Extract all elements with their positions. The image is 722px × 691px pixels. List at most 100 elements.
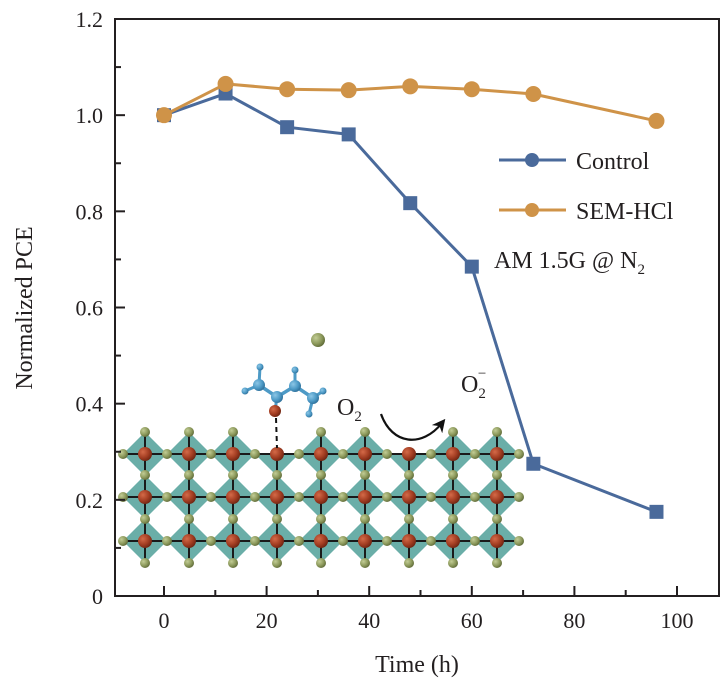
- legend-label-sem-hcl: SEM-HCl: [576, 199, 674, 225]
- y-tick-label: 0.2: [76, 488, 104, 513]
- b-site-atom: [226, 534, 240, 548]
- x-site-atom: [228, 514, 238, 524]
- x-site-atom: [228, 470, 238, 480]
- x-site-atom: [162, 492, 172, 502]
- x-site-atom: [228, 558, 238, 568]
- b-site-atom: [138, 534, 152, 548]
- y-tick-label: 0: [92, 584, 103, 609]
- legend-item-sem-hcl[interactable]: SEM-HCl: [499, 199, 674, 225]
- b-site-atom: [314, 490, 328, 504]
- x-site-atom: [382, 536, 392, 546]
- b-site-atom: [490, 447, 504, 461]
- x-site-atom: [250, 492, 260, 502]
- data-point-control: [280, 120, 295, 135]
- y-tick-label: 0.8: [76, 199, 104, 224]
- carbon-atom: [289, 380, 301, 392]
- x-site-atom: [206, 536, 216, 546]
- x-site-atom: [338, 536, 348, 546]
- hydrogen-atom: [256, 363, 264, 371]
- b-site-atom: [358, 490, 372, 504]
- b-site-atom: [490, 534, 504, 548]
- b-site-atom: [402, 447, 416, 461]
- hydrogen-atom: [291, 366, 299, 374]
- legend-label-control: Control: [576, 149, 650, 175]
- perovskite-lattice: [118, 427, 524, 568]
- x-site-atom: [272, 470, 282, 480]
- coordination-bond: [275, 417, 278, 449]
- x-site-atom: [514, 449, 524, 459]
- x-site-atom: [316, 470, 326, 480]
- b-site-atom: [182, 534, 196, 548]
- b-site-atom: [138, 490, 152, 504]
- inset-illustration: O2 O2−: [118, 333, 524, 568]
- carbon-atom: [253, 379, 265, 391]
- oxygen-atom: [269, 405, 281, 417]
- chloride-ion: [311, 333, 325, 347]
- x-site-atom: [140, 514, 150, 524]
- y-tick-label: 0.6: [76, 296, 104, 321]
- x-site-atom: [448, 558, 458, 568]
- x-axis-title: Time (h): [375, 652, 459, 678]
- data-point-control: [526, 456, 541, 471]
- data-point-sem-hcl: [525, 86, 542, 103]
- b-site-atom: [270, 490, 284, 504]
- b-site-atom: [490, 490, 504, 504]
- legend-marker-control: [525, 153, 539, 167]
- legend-item-control[interactable]: Control: [499, 149, 650, 175]
- x-axis: 0 20 40 60 80 100: [159, 586, 694, 633]
- b-site-atom: [358, 534, 372, 548]
- x-site-atom: [448, 514, 458, 524]
- x-site-atom: [470, 449, 480, 459]
- x-site-atom: [228, 427, 238, 437]
- x-site-atom: [514, 492, 524, 502]
- b-site-atom: [138, 447, 152, 461]
- x-site-atom: [492, 427, 502, 437]
- data-point-control: [464, 259, 479, 274]
- x-site-atom: [360, 558, 370, 568]
- x-site-atom: [206, 449, 216, 459]
- b-site-atom: [402, 490, 416, 504]
- data-point-sem-hcl: [156, 107, 172, 124]
- x-site-atom: [404, 470, 414, 480]
- x-site-atom: [316, 427, 326, 437]
- b-site-atom: [182, 490, 196, 504]
- x-site-atom: [184, 427, 194, 437]
- x-site-atom: [338, 492, 348, 502]
- x-site-atom: [492, 470, 502, 480]
- x-site-atom: [118, 449, 128, 459]
- hydrogen-atom: [305, 410, 313, 418]
- x-site-atom: [162, 449, 172, 459]
- data-point-sem-hcl: [340, 82, 357, 99]
- x-site-atom: [140, 470, 150, 480]
- y-tick-label: 0.4: [76, 392, 104, 417]
- x-site-atom: [360, 514, 370, 524]
- x-site-atom: [184, 470, 194, 480]
- data-point-sem-hcl: [402, 78, 419, 95]
- x-site-atom: [404, 558, 414, 568]
- x-site-atom: [360, 427, 370, 437]
- series-line-control: [163, 92, 658, 514]
- b-site-atom: [402, 534, 416, 548]
- series-sem-hcl: [156, 75, 665, 129]
- x-site-atom: [470, 492, 480, 502]
- x-site-atom: [404, 514, 414, 524]
- y-tick-label: 1.2: [76, 7, 104, 32]
- data-point-sem-hcl: [463, 81, 480, 98]
- x-site-atom: [382, 449, 392, 459]
- x-site-atom: [448, 470, 458, 480]
- x-site-atom: [382, 492, 392, 502]
- x-site-atom: [140, 427, 150, 437]
- x-site-atom: [294, 449, 304, 459]
- data-point-sem-hcl: [217, 75, 234, 92]
- b-site-atom: [270, 447, 284, 461]
- b-site-atom: [358, 447, 372, 461]
- b-site-atom: [226, 447, 240, 461]
- b-site-atom: [446, 447, 460, 461]
- x-site-atom: [272, 558, 282, 568]
- b-site-atom: [446, 490, 460, 504]
- superoxide-label: O2−: [461, 366, 486, 402]
- x-site-atom: [338, 449, 348, 459]
- b-site-atom: [226, 490, 240, 504]
- x-tick-label: 60: [461, 608, 483, 633]
